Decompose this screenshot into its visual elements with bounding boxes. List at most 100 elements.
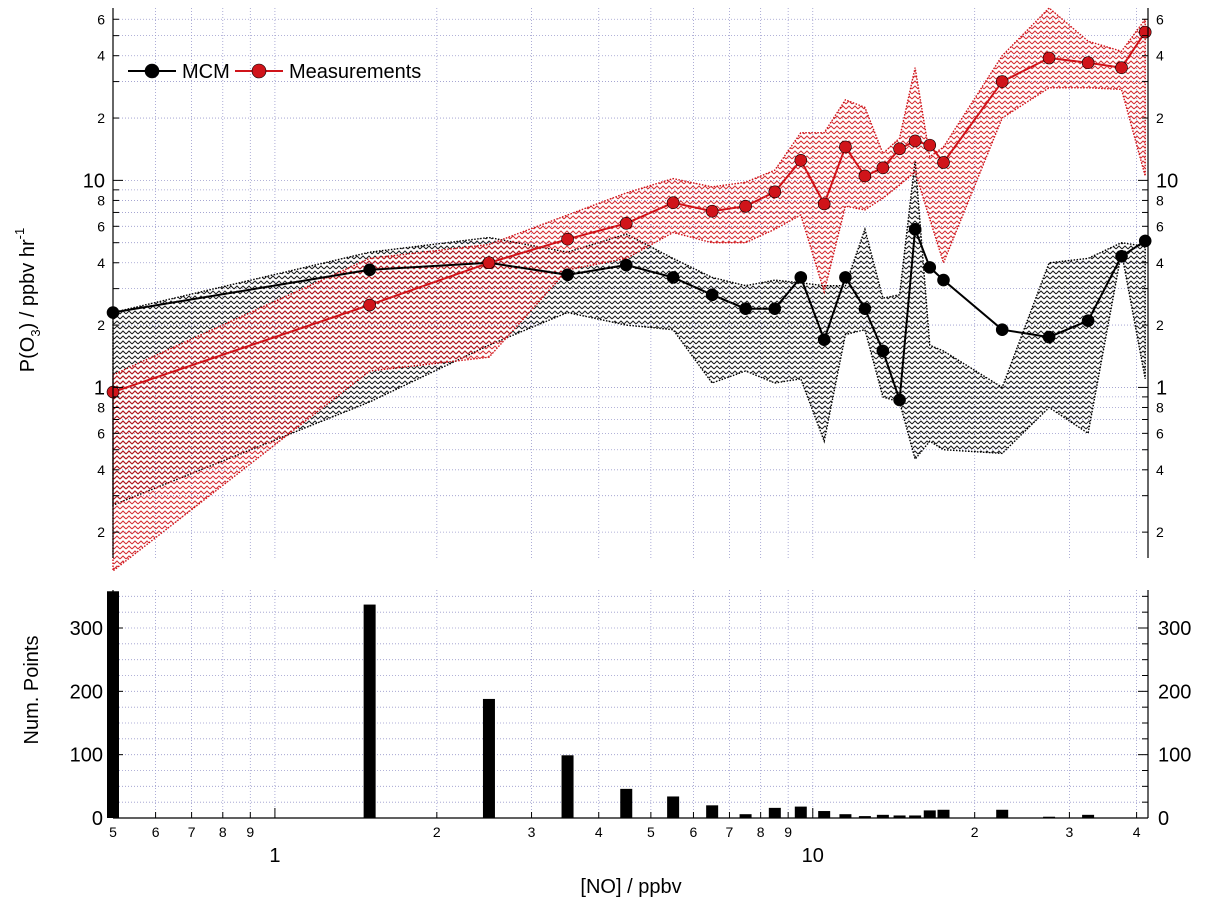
histogram-bar: [561, 755, 574, 818]
histogram-bar: [363, 604, 376, 818]
top-y-axis-title: P(O3) / ppbv hr-1: [12, 228, 43, 372]
data-point-mcm: [1115, 249, 1128, 263]
x-tick-label: 9: [246, 824, 254, 840]
series-lines: [106, 25, 1152, 407]
y-major-tick-label: 10: [83, 170, 105, 192]
grid-lines: [112, 8, 1148, 819]
data-point-measurements: [839, 140, 852, 154]
y-tick-label: 2: [1156, 110, 1164, 126]
histogram-bars: [107, 591, 1095, 818]
histogram-bar: [620, 788, 633, 818]
x-tick-label: 5: [109, 824, 117, 840]
x-tick-label: 2: [433, 824, 441, 840]
x-tick-label: 4: [595, 824, 603, 840]
y-tick-label: 100: [1158, 745, 1191, 767]
y-tick-label: 2: [97, 317, 105, 333]
x-tick-label: 8: [219, 824, 227, 840]
data-point-measurements: [858, 169, 872, 183]
y-tick-label: 2: [1156, 317, 1164, 333]
histogram-bar: [909, 815, 922, 818]
histogram-bar: [858, 816, 871, 818]
data-point-mcm: [995, 323, 1009, 336]
y-tick-label: 8: [97, 399, 105, 415]
data-point-measurements: [908, 134, 922, 148]
histogram-bar: [996, 809, 1009, 818]
y-tick-label: 200: [1158, 681, 1191, 703]
data-point-mcm: [908, 223, 922, 236]
band-measurements: [112, 7, 1146, 573]
histogram-bar: [739, 814, 752, 818]
data-point-mcm: [817, 333, 831, 346]
data-point-measurements: [739, 199, 752, 213]
data-point-measurements: [482, 256, 496, 270]
bottom-y-axis-title: Num. Points: [21, 636, 43, 745]
data-point-mcm: [619, 258, 633, 272]
y-tick-label: 0: [92, 808, 103, 830]
data-point-mcm: [937, 273, 950, 287]
histogram-bar: [1043, 816, 1056, 818]
data-point-mcm: [839, 271, 852, 284]
histogram-bar: [839, 814, 852, 818]
y-tick-label: 6: [97, 218, 105, 234]
data-point-measurements: [1138, 25, 1152, 39]
y-major-tick-label: 10: [1156, 170, 1178, 192]
x-major-tick-label: 1: [269, 845, 280, 867]
legend-marker-mcm: [144, 63, 160, 79]
y-tick-label: 4: [97, 462, 105, 478]
data-point-measurements: [893, 142, 906, 156]
y-tick-label: 6: [1156, 425, 1164, 441]
y-tick-label: 8: [1156, 399, 1164, 415]
y-tick-label: 2: [97, 524, 105, 540]
data-point-mcm: [1042, 330, 1056, 344]
legend-marker-measurements: [251, 63, 267, 79]
data-point-mcm: [363, 263, 376, 277]
data-point-measurements: [1115, 61, 1128, 75]
uncertainty-bands: [112, 7, 1146, 573]
histogram-bar: [937, 809, 950, 818]
x-tick-label: 9: [784, 824, 792, 840]
histogram-bar: [706, 805, 719, 818]
x-tick-label: 3: [528, 824, 536, 840]
y-tick-label: 8: [1156, 192, 1164, 208]
y-tick-label: 100: [70, 745, 103, 767]
histogram-bar: [893, 815, 906, 818]
y-tick-label: 6: [97, 11, 105, 27]
histogram-bar: [818, 811, 831, 818]
legend-label-mcm: MCM: [182, 61, 230, 83]
data-point-mcm: [876, 344, 890, 358]
data-point-mcm: [561, 268, 574, 282]
y-tick-label: 300: [70, 618, 103, 640]
data-point-mcm: [1081, 314, 1095, 327]
data-point-measurements: [995, 75, 1009, 88]
histogram-bar: [667, 796, 680, 818]
x-tick-label: 4: [1133, 824, 1141, 840]
y-tick-label: 0: [1158, 808, 1169, 830]
data-point-measurements: [794, 154, 808, 167]
y-tick-label: 4: [1156, 255, 1164, 271]
legend-label-measurements: Measurements: [289, 61, 421, 83]
data-point-mcm: [794, 271, 808, 284]
x-tick-label: 2: [971, 824, 979, 840]
data-point-measurements: [561, 232, 574, 246]
histogram-bar: [482, 698, 495, 818]
x-tick-label: 6: [152, 824, 160, 840]
data-point-mcm: [1138, 234, 1152, 248]
y-major-tick-label: 1: [94, 377, 105, 399]
y-tick-label: 2: [97, 110, 105, 126]
y-tick-label: 2: [1156, 524, 1164, 540]
data-point-measurements: [876, 161, 890, 175]
data-point-measurements: [363, 298, 376, 312]
x-major-tick-label: 10: [802, 845, 824, 867]
data-point-mcm: [705, 288, 719, 302]
histogram-bar: [923, 810, 936, 818]
y-tick-label: 6: [1156, 11, 1164, 27]
data-point-measurements: [666, 196, 680, 210]
y-tick-label: 300: [1158, 618, 1191, 640]
data-point-measurements: [768, 185, 782, 199]
histogram-bar: [1082, 814, 1095, 818]
data-point-measurements: [923, 138, 937, 152]
data-point-mcm: [768, 302, 782, 315]
data-point-measurements: [619, 217, 633, 230]
